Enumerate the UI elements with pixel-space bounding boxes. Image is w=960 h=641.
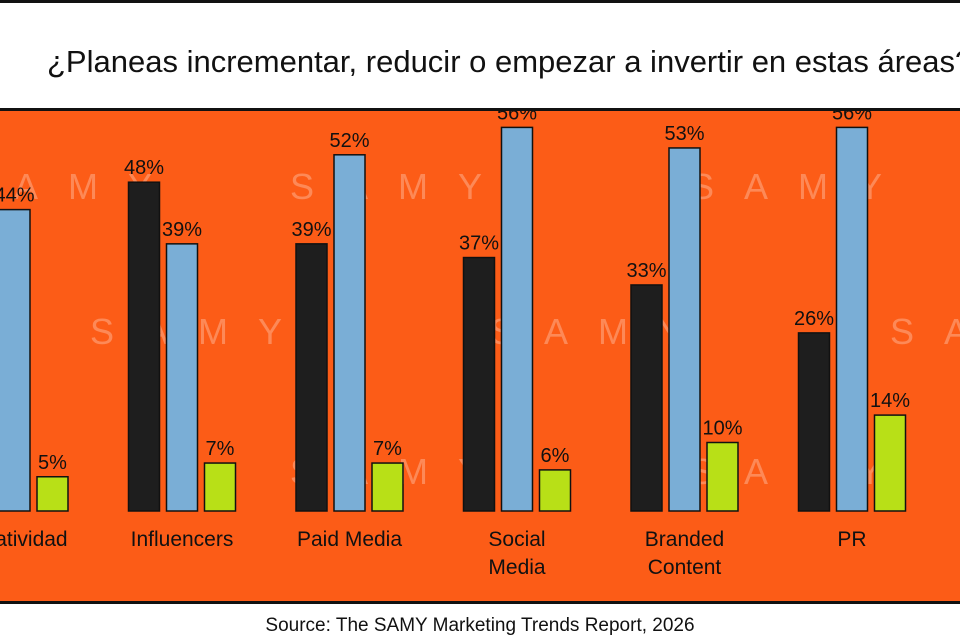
data-label: 39%	[162, 219, 202, 241]
bar	[333, 154, 366, 512]
chart-panel: SAMY SAMY SAMY SAMY SAMY SAMY SAMY SAMY …	[0, 108, 960, 604]
category-label: Paid Media	[297, 528, 402, 551]
source-note: Source: The SAMY Marketing Trends Report…	[265, 615, 695, 636]
bar	[127, 181, 161, 512]
bar	[706, 441, 739, 512]
data-label: 44%	[0, 185, 35, 207]
category-label: Creatividad	[0, 528, 68, 551]
bar	[630, 284, 663, 512]
data-label: 48%	[124, 157, 164, 179]
data-label: 53%	[664, 123, 704, 145]
bar-chart: 44% 5% Creatividad 48% 39% 7% Influencers 39% 52…	[0, 111, 910, 579]
bar	[36, 476, 69, 512]
bar	[797, 332, 831, 512]
category-label: PR	[837, 528, 866, 551]
bar	[295, 243, 328, 512]
data-label: 56%	[832, 111, 872, 124]
bar	[371, 462, 404, 512]
data-label: 6%	[541, 445, 570, 467]
watermark: SAMY	[0, 166, 183, 207]
category-label: Social Media	[488, 528, 546, 579]
watermark: SAMY	[290, 166, 513, 207]
data-label: 52%	[329, 130, 369, 152]
data-label: 37%	[459, 233, 499, 255]
data-label: 10%	[702, 418, 742, 440]
data-label: 7%	[206, 438, 235, 460]
category-label: Influencers	[131, 528, 234, 551]
bar	[0, 208, 31, 512]
data-label: 33%	[626, 260, 666, 282]
data-label: 5%	[38, 452, 67, 474]
bar	[873, 414, 907, 512]
data-label: 56%	[497, 111, 537, 124]
data-label: 39%	[291, 219, 331, 241]
data-label: 14%	[870, 390, 910, 412]
bar	[500, 126, 534, 512]
bar	[203, 462, 237, 512]
data-label: 7%	[373, 438, 402, 460]
category-label: Branded Content	[645, 528, 724, 579]
bar	[165, 243, 199, 512]
bar	[538, 469, 572, 512]
watermark: SAMY	[890, 311, 960, 352]
data-label: 26%	[794, 308, 834, 330]
bar	[462, 256, 496, 512]
bar	[835, 126, 869, 512]
top-rule	[0, 0, 960, 3]
bar	[668, 147, 701, 512]
chart-title: ¿Planeas incrementar, reducir o empezar …	[47, 44, 960, 79]
